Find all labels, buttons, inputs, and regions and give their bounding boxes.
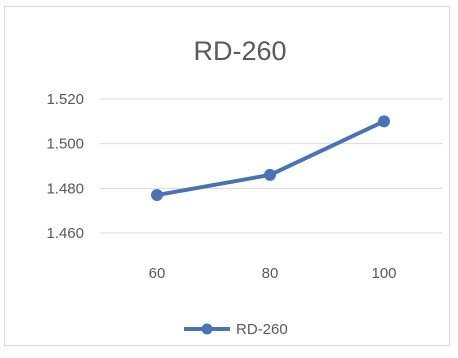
y-tick-label: 1.520 — [46, 91, 84, 108]
legend-label: RD-260 — [236, 321, 288, 338]
x-axis-ticks: 60 80 100 — [149, 265, 397, 282]
legend-marker — [201, 323, 213, 335]
x-tick-label: 80 — [262, 265, 279, 282]
x-tick-label: 100 — [371, 265, 396, 282]
data-point — [151, 189, 163, 202]
legend: RD-260 — [184, 321, 288, 338]
x-tick-label: 60 — [149, 265, 166, 282]
data-point — [264, 168, 276, 181]
y-tick-label: 1.480 — [46, 180, 84, 197]
chart-title: RD-260 — [193, 36, 286, 66]
series-layer — [151, 115, 390, 202]
data-point — [378, 115, 390, 128]
gridlines — [100, 98, 442, 234]
y-tick-label: 1.460 — [46, 225, 84, 242]
y-axis-ticks: 1.460 1.480 1.500 1.520 — [46, 91, 84, 242]
chart-frame — [4, 6, 450, 346]
series-line — [155, 119, 386, 198]
y-tick-label: 1.500 — [46, 136, 84, 153]
